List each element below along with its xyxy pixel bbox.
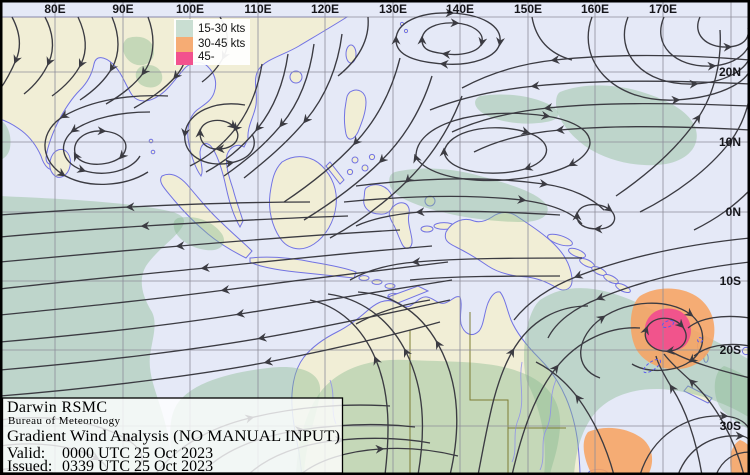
lat-label: 30S: [720, 419, 741, 433]
lon-label: 80E: [44, 2, 65, 16]
legend-swatch-15-30: [176, 20, 193, 37]
lon-label: 170E: [649, 2, 677, 16]
legend-label-45plus: 45-: [198, 51, 215, 63]
lat-label: 10N: [719, 135, 741, 149]
longitude-labels: 80E 90E 100E 110E 120E 130E 140E 150E 16…: [44, 2, 677, 16]
lon-label: 120E: [311, 2, 339, 16]
agency-subtitle: Bureau of Meteorology: [8, 415, 121, 427]
product-info-box: Darwin RSMC Bureau of Meteorology Gradie…: [1, 397, 344, 475]
issued-line: Issued: 0339 UTC 25 Oct 2023: [7, 458, 213, 475]
tropical-cyclone-symbols: [642, 320, 703, 374]
lon-label: 100E: [176, 2, 204, 16]
valid-label: Valid:: [7, 445, 45, 462]
lon-label: 130E: [379, 2, 407, 16]
lat-label: 0N: [726, 205, 741, 219]
lon-label: 140E: [446, 2, 474, 16]
legend-label-30-45: 30-45 kts: [198, 38, 246, 50]
lon-label: 160E: [581, 2, 609, 16]
lon-label: 150E: [514, 2, 542, 16]
lon-label: 90E: [112, 2, 133, 16]
legend-label-15-30: 15-30 kts: [198, 23, 246, 35]
legend-swatch-45plus: [176, 52, 193, 65]
issued-value: 0339 UTC 25 Oct 2023: [62, 458, 213, 475]
wind-shading-45kt-plus: [644, 308, 691, 352]
latitude-labels: 20N 10N 0N 10S 20S 30S: [719, 65, 741, 433]
product-name: Gradient Wind Analysis (NO MANUAL INPUT): [7, 428, 340, 445]
valid-value: 0000 UTC 25 Oct 2023: [62, 445, 213, 462]
legend-swatch-30-45: [176, 37, 193, 52]
valid-line: Valid: 0000 UTC 25 Oct 2023: [7, 445, 213, 462]
lat-label: 20N: [719, 65, 741, 79]
issued-label: Issued:: [7, 458, 52, 475]
lat-label: 20S: [720, 343, 741, 357]
wind-speed-legend: 15-30 kts 30-45 kts 45-: [174, 19, 250, 65]
lat-label: 10S: [720, 274, 741, 288]
lon-label: 110E: [244, 2, 271, 16]
agency-title: Darwin RSMC: [7, 399, 107, 416]
